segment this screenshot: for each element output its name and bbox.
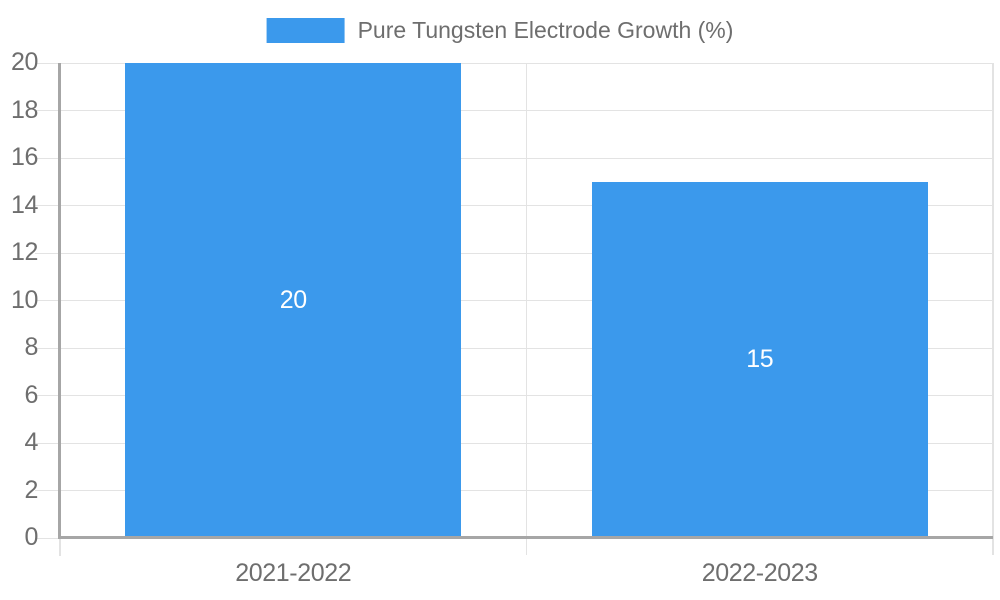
y-gridline	[35, 300, 993, 301]
legend-label: Pure Tungsten Electrode Growth (%)	[357, 17, 734, 43]
bar-2022-2023[interactable]	[591, 181, 928, 537]
y-axis-below-tick	[59, 539, 61, 556]
y-axis-tick-label: 12	[10, 238, 38, 266]
y-gridline	[35, 110, 993, 111]
legend-swatch-icon	[266, 17, 345, 43]
x-axis-line	[58, 536, 993, 539]
y-axis-tick-label: 0	[24, 523, 38, 551]
y-axis-tick-label: 14	[10, 190, 38, 219]
category-separator-gridline	[992, 63, 994, 555]
y-axis-tick-label: 10	[10, 285, 38, 314]
bar-2021-2022[interactable]	[125, 63, 462, 537]
bar-value-label: 20	[279, 285, 307, 314]
y-axis-tick-label: 8	[24, 333, 38, 361]
chart-legend[interactable]: Pure Tungsten Electrode Growth (%)	[266, 17, 734, 43]
y-axis-tick-label: 6	[24, 380, 38, 409]
y-gridline	[35, 490, 993, 491]
y-axis-line	[58, 63, 61, 539]
y-axis-tick-label: 16	[10, 143, 38, 171]
y-gridline	[35, 347, 993, 349]
x-axis-category-label: 2022-2023	[701, 559, 818, 587]
y-gridline	[35, 442, 993, 444]
y-gridline	[35, 62, 993, 64]
category-separator-gridline	[525, 63, 528, 555]
y-axis-tick-label: 18	[10, 95, 38, 124]
y-axis-tick-label: 4	[24, 428, 38, 456]
y-gridline	[35, 205, 993, 206]
y-gridline	[35, 252, 993, 254]
y-gridline	[35, 157, 993, 159]
y-axis-tick-label: 2	[24, 475, 38, 504]
bar-value-label: 15	[746, 344, 774, 373]
x-axis-category-label: 2021-2022	[235, 559, 352, 587]
y-gridline	[35, 395, 993, 396]
y-axis-tick-label: 20	[10, 48, 38, 76]
